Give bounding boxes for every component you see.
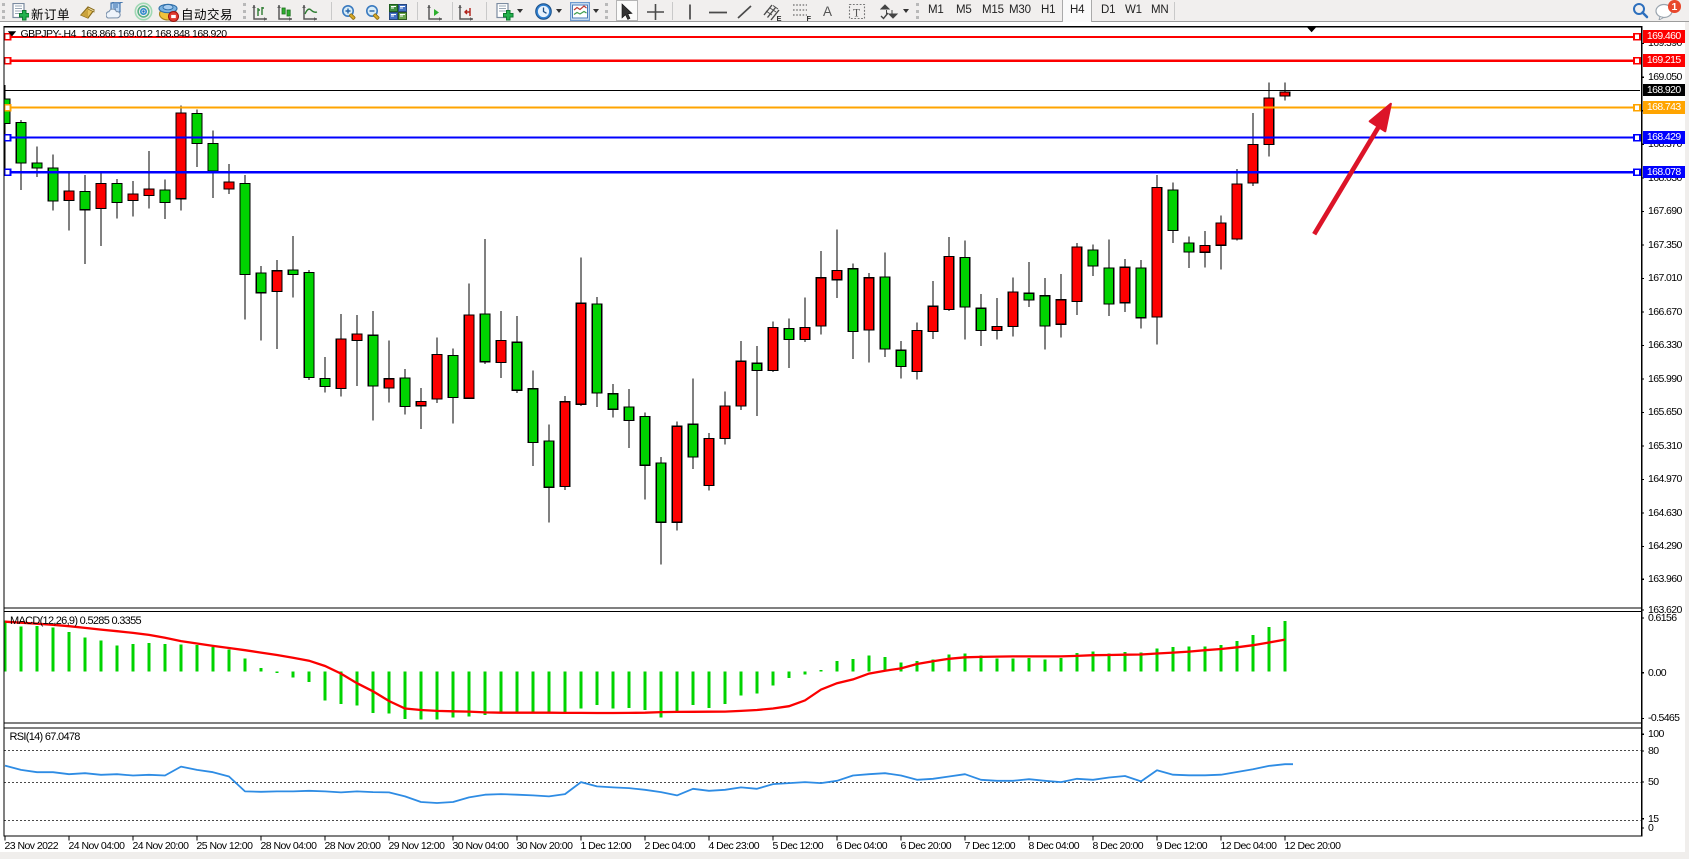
svg-text:F: F	[807, 14, 812, 22]
svg-text:T: T	[853, 8, 860, 20]
svg-text:E: E	[777, 14, 782, 22]
